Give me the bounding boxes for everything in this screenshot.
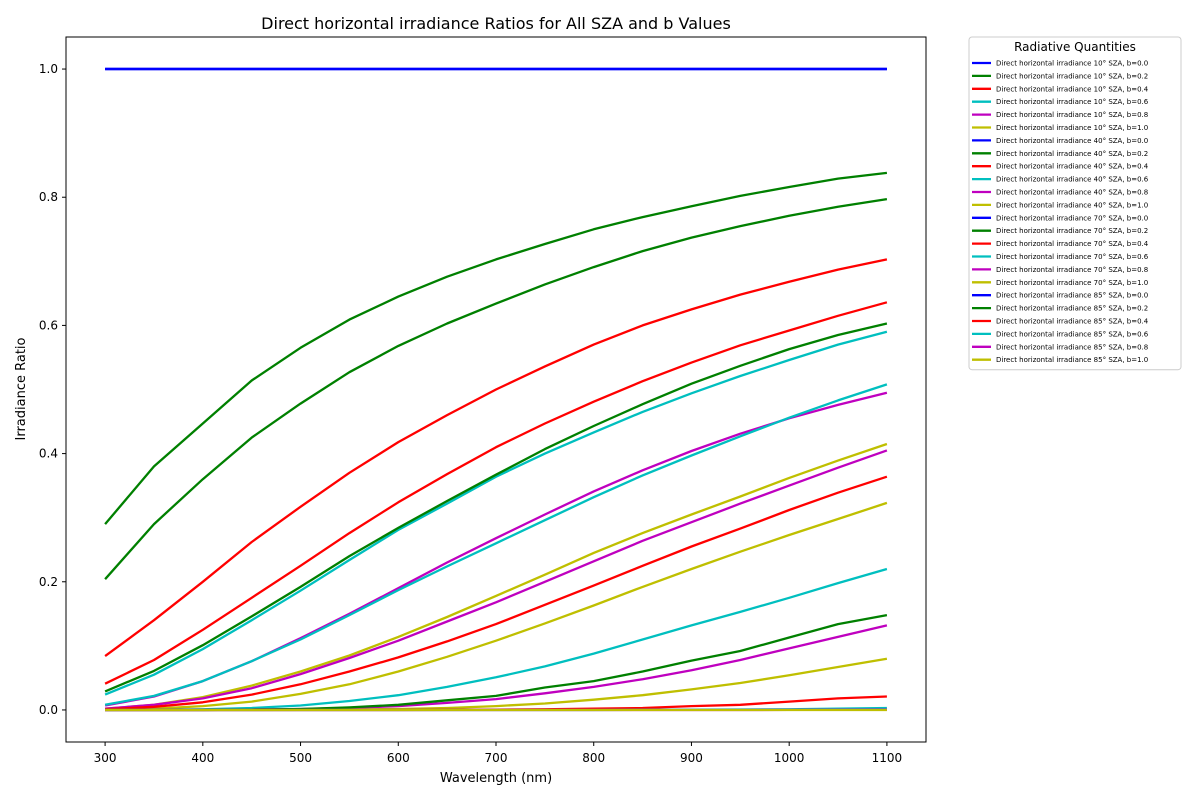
x-tick-label: 700 — [485, 751, 508, 765]
legend-entry-label: Direct horizontal irradiance 40° SZA, b=… — [996, 201, 1148, 209]
series-line-15 — [105, 475, 888, 711]
plot-area: 300 400 500 600 700 800 900 1000 1100 0.0 0.2 0.4 0.… — [39, 36, 927, 765]
x-tick-label: 900 — [680, 751, 703, 765]
chart-title: Direct horizontal irradiance Ratios for … — [261, 14, 731, 33]
y-tick-label: 0.6 — [39, 318, 58, 332]
legend-entry-label: Direct horizontal irradiance 10° SZA, b=… — [996, 85, 1149, 93]
legend-entry-label: Direct horizontal irradiance 85° SZA, b=… — [996, 318, 1149, 326]
legend-entry-label: Direct horizontal irradiance 70° SZA, b=… — [996, 227, 1148, 235]
legend-entry-label: Direct horizontal irradiance 40° SZA, b=… — [996, 163, 1149, 171]
series-line-8 — [104, 197, 888, 580]
legend-entry-label: Direct horizontal irradiance 85° SZA, b=… — [996, 356, 1148, 364]
legend-entry-label: Direct horizontal irradiance 10° SZA, b=… — [996, 111, 1148, 119]
y-tick-label: 0.0 — [39, 703, 58, 717]
x-axis-label: Wavelength (nm) — [440, 771, 552, 786]
x-tick-label: 400 — [191, 751, 214, 765]
x-tick-label: 300 — [94, 751, 117, 765]
legend-entry-label: Direct horizontal irradiance 40° SZA, b=… — [996, 189, 1148, 197]
x-tick-label: 1000 — [774, 751, 805, 765]
legend-entry-label: Direct horizontal irradiance 85° SZA, b=… — [996, 305, 1148, 313]
y-axis-label: Irradiance Ratio — [14, 337, 29, 440]
legend-entry-label: Direct horizontal irradiance 10° SZA, b=… — [996, 124, 1148, 132]
legend-entry-label: Direct horizontal irradiance 85° SZA, b=… — [996, 343, 1148, 351]
legend-entry-label: Direct horizontal irradiance 40° SZA, b=… — [996, 150, 1148, 158]
x-tick-label: 500 — [289, 751, 312, 765]
legend-entry-label: Direct horizontal irradiance 70° SZA, b=… — [996, 214, 1148, 222]
legend: Radiative Quantities Direct horizontal ir… — [968, 36, 1182, 371]
legend-entry-label: Direct horizontal irradiance 10° SZA, b=… — [996, 60, 1148, 68]
series-line-20 — [105, 613, 888, 712]
x-tick-label: 1100 — [872, 751, 903, 765]
series-line-6 — [105, 442, 888, 710]
legend-box — [968, 36, 1182, 371]
legend-entry-label: Direct horizontal irradiance 70° SZA, b=… — [996, 240, 1149, 248]
legend-title: Radiative Quantities — [1014, 40, 1136, 54]
legend-entry-label: Direct horizontal irradiance 85° SZA, b=… — [996, 292, 1148, 300]
y-tick-label: 0.2 — [39, 575, 58, 589]
series-line-9 — [104, 301, 888, 685]
series-line-4 — [104, 330, 888, 696]
legend-entry-label: Direct horizontal irradiance 70° SZA, b=… — [996, 253, 1149, 261]
series-line-12 — [105, 501, 888, 711]
legend-entry-label: Direct horizontal irradiance 40° SZA, b=… — [996, 137, 1148, 145]
series-line-3 — [104, 258, 888, 658]
series-line-16 — [105, 567, 888, 712]
series-line-14 — [104, 322, 888, 693]
y-tick-label: 0.4 — [39, 447, 58, 461]
legend-entry-label: Direct horizontal irradiance 10° SZA, b=… — [996, 72, 1148, 80]
series-line-10 — [104, 383, 888, 706]
series-line-5 — [104, 391, 888, 707]
y-tick-label: 1.0 — [39, 62, 58, 76]
legend-entry-label: Direct horizontal irradiance 85° SZA, b=… — [996, 330, 1149, 338]
legend-entry-label: Direct horizontal irradiance 40° SZA, b=… — [996, 176, 1149, 184]
x-tick-label: 600 — [387, 751, 410, 765]
y-tick-label: 0.8 — [39, 190, 58, 204]
series-line-2 — [104, 171, 888, 525]
legend-entry-label: Direct horizontal irradiance 70° SZA, b=… — [996, 279, 1148, 287]
series-line-11 — [105, 449, 888, 710]
legend-entry-label: Direct horizontal irradiance 70° SZA, b=… — [996, 266, 1148, 274]
x-tick-label: 800 — [582, 751, 605, 765]
legend-entry-label: Direct horizontal irradiance 10° SZA, b=… — [996, 98, 1149, 106]
